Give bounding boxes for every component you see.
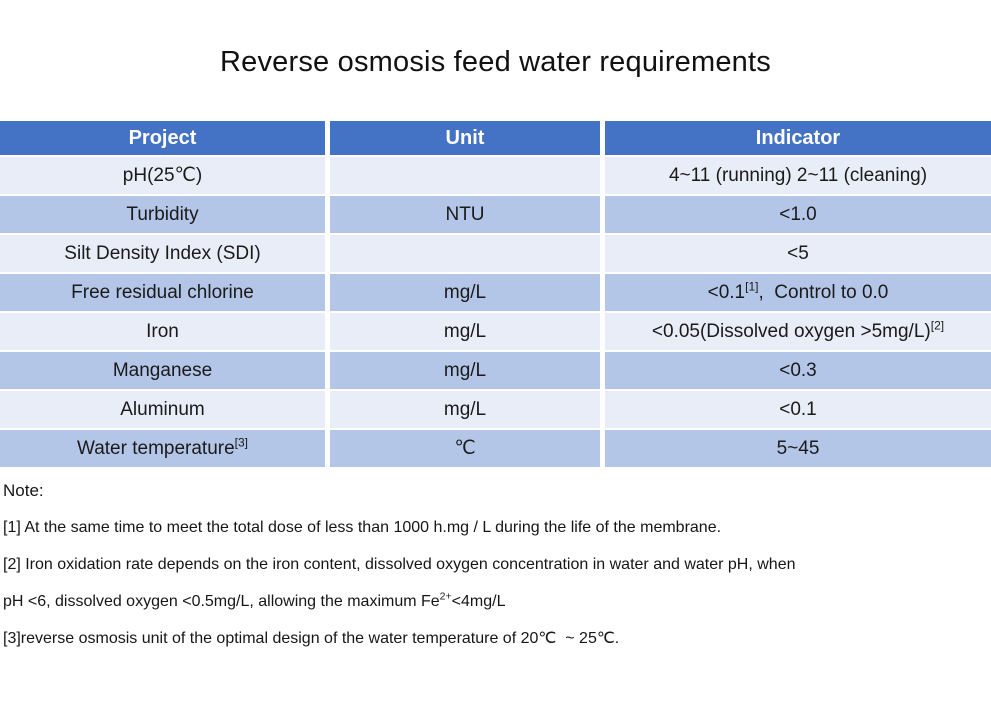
unit-cell: mg/L: [330, 391, 605, 430]
project-cell: Manganese: [0, 352, 330, 391]
indicator-text-after: , Control to 0.0: [758, 281, 889, 303]
table-row-turbidity: Turbidity NTU <1.0: [0, 196, 991, 235]
notes-heading: Note:: [3, 481, 44, 500]
table-row-iron: Iron mg/L <0.05(Dissolved oxygen >5mg/L)…: [0, 313, 991, 352]
indicator-cell: 5~45: [605, 430, 991, 469]
indicator-text: <1.0: [779, 203, 817, 225]
note-1: [1] At the same time to meet the total d…: [3, 519, 722, 536]
project-cell: Silt Density Index (SDI): [0, 235, 330, 274]
note-3: [3]reverse osmosis unit of the optimal d…: [3, 630, 620, 647]
project-cell: Water temperature[3]: [0, 430, 330, 469]
unit-cell: NTU: [330, 196, 605, 235]
indicator-text: 4~11 (running) 2~11 (cleaning): [668, 164, 928, 186]
indicator-text: <0.1: [707, 281, 746, 303]
indicator-text: <0.3: [779, 359, 817, 381]
unit-cell: ℃: [330, 430, 605, 469]
indicator-text: 5~45: [776, 437, 820, 459]
indicator-text: <0.05(Dissolved oxygen >5mg/L): [651, 320, 931, 342]
requirements-table: Project Unit Indicator pH(25℃) 4~11 (run…: [0, 121, 991, 469]
indicator-superscript: [2]: [930, 318, 945, 333]
unit-cell: [330, 235, 605, 274]
indicator-cell: <0.3: [605, 352, 991, 391]
project-cell: Free residual chlorine: [0, 274, 330, 313]
notes-section: Note: [1] At the same time to meet the t…: [0, 472, 991, 657]
project-text: Free residual chlorine: [71, 281, 254, 303]
indicator-cell: 4~11 (running) 2~11 (cleaning): [605, 157, 991, 196]
project-cell: Turbidity: [0, 196, 330, 235]
unit-cell: mg/L: [330, 313, 605, 352]
indicator-cell: <5: [605, 235, 991, 274]
indicator-cell: <1.0: [605, 196, 991, 235]
fe2plus-superscript: 2+: [439, 590, 452, 603]
table-row-manganese: Manganese mg/L <0.3: [0, 352, 991, 391]
table-row-sdi: Silt Density Index (SDI) <5: [0, 235, 991, 274]
indicator-text: <5: [787, 242, 809, 264]
indicator-superscript: [1]: [745, 279, 759, 294]
project-text: Aluminum: [120, 398, 205, 420]
indicator-cell: <0.1: [605, 391, 991, 430]
indicator-cell: <0.1[1], Control to 0.0: [605, 274, 991, 313]
project-text: Water temperature: [76, 437, 235, 459]
unit-cell: [330, 157, 605, 196]
indicator-cell: <0.05(Dissolved oxygen >5mg/L)[2]: [605, 313, 991, 352]
note-2-text: pH <6, dissolved oxygen <0.5mg/L, allowi…: [3, 593, 440, 610]
project-superscript: [3]: [234, 435, 249, 450]
table-row-water-temperature: Water temperature[3] ℃ 5~45: [0, 430, 991, 469]
table-header-row: Project Unit Indicator: [0, 121, 991, 157]
unit-cell: mg/L: [330, 352, 605, 391]
note-2-text-after: <4mg/L: [451, 593, 506, 610]
table-row-ph: pH(25℃) 4~11 (running) 2~11 (cleaning): [0, 157, 991, 196]
page-title: Reverse osmosis feed water requirements: [220, 46, 771, 78]
project-cell: Iron: [0, 313, 330, 352]
col-header-unit: Unit: [330, 121, 605, 157]
col-header-indicator: Indicator: [605, 121, 991, 157]
note-2-line-2: pH <6, dissolved oxygen <0.5mg/L, allowi…: [3, 583, 991, 620]
table-row-chlorine: Free residual chlorine mg/L <0.1[1], Con…: [0, 274, 991, 313]
project-text: Manganese: [112, 359, 213, 381]
project-text: Iron: [146, 320, 179, 342]
table-row-aluminum: Aluminum mg/L <0.1: [0, 391, 991, 430]
col-header-project: Project: [0, 121, 330, 157]
project-cell: Aluminum: [0, 391, 330, 430]
unit-cell: mg/L: [330, 274, 605, 313]
project-cell: pH(25℃): [0, 157, 330, 196]
indicator-text: <0.1: [779, 398, 817, 420]
note-2-line-1: [2] Iron oxidation rate depends on the i…: [3, 556, 796, 573]
project-text: Turbidity: [126, 203, 199, 225]
project-text: Silt Density Index (SDI): [64, 242, 261, 264]
project-text: pH(25℃): [122, 165, 203, 186]
